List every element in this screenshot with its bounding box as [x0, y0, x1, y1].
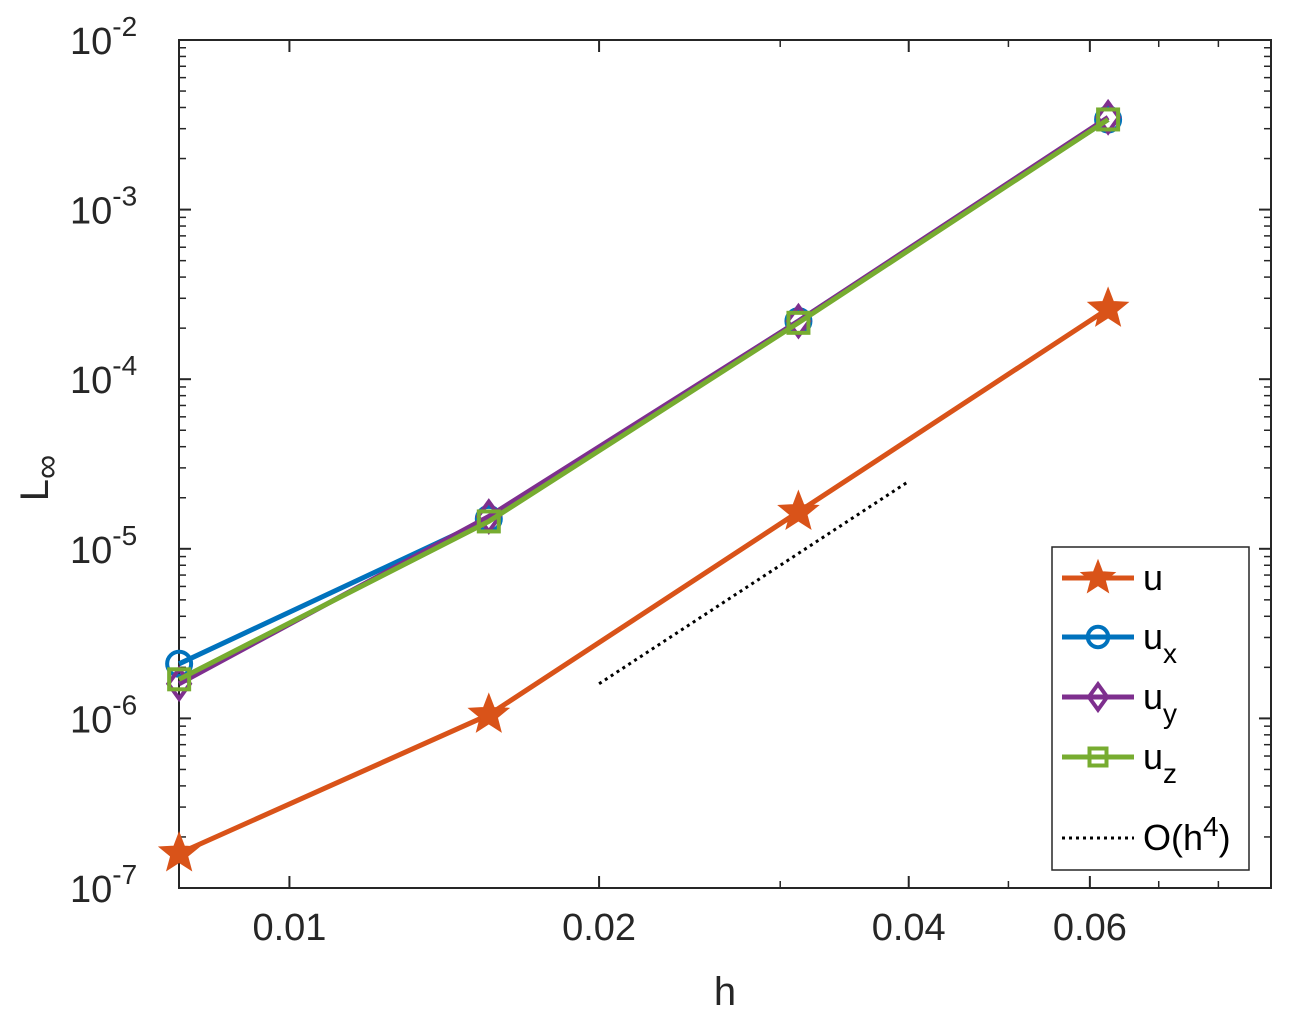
star-marker — [157, 831, 201, 872]
circle-marker — [165, 649, 194, 678]
x-axis-label: h — [714, 970, 736, 1014]
square-marker — [786, 310, 811, 335]
y-tick-label-exp: -6 — [112, 689, 137, 720]
y-tick-label-base: 10 — [70, 530, 112, 572]
legend-label-main: u — [1143, 676, 1163, 717]
series-line — [178, 306, 1110, 856]
legend-item: uy — [1062, 676, 1177, 729]
y-tick-label-base: 10 — [70, 699, 112, 741]
y-axis-label-sub: ∞ — [28, 455, 66, 479]
x-tick-label: 0.06 — [1053, 907, 1127, 949]
circle-marker — [1085, 624, 1111, 650]
y-tick-label-exp: -4 — [112, 350, 137, 381]
y-tick-label: 10-5 — [70, 520, 137, 572]
x-tick-label: 0.02 — [562, 907, 636, 949]
y-tick-label: 10-6 — [70, 689, 137, 741]
series-u — [157, 286, 1130, 872]
y-tick-label-exp: -2 — [112, 11, 137, 42]
legend-label-end: ) — [1219, 817, 1231, 858]
legend-label-sub: y — [1163, 698, 1177, 729]
legend-box — [1051, 546, 1250, 871]
y-tick-label: 10-2 — [70, 11, 137, 63]
legend-label: uz — [1143, 736, 1177, 789]
star-marker — [1079, 558, 1117, 594]
legend-label: ux — [1143, 616, 1177, 669]
y-axis-label-base: L — [13, 479, 57, 501]
reference-line-order4 — [598, 480, 910, 686]
legend-label-main: u — [1143, 736, 1163, 777]
series-layer — [157, 98, 1130, 872]
legend-label-sub: z — [1163, 758, 1177, 789]
legend-label: uy — [1143, 676, 1177, 729]
star-marker — [467, 692, 511, 733]
square-marker — [1087, 746, 1109, 768]
series-uz — [167, 107, 1121, 692]
x-tick-label: 0.01 — [252, 907, 326, 949]
y-tick-label-base: 10 — [70, 360, 112, 402]
axis-ticks — [179, 39, 1272, 889]
legend-label: O(h4) — [1143, 811, 1231, 858]
diamond-marker — [1086, 680, 1110, 714]
legend-item: uz — [1062, 736, 1177, 789]
y-tick-label-base: 10 — [70, 21, 112, 63]
y-tick-label: 10-3 — [70, 181, 137, 233]
series-line — [177, 117, 1110, 682]
reference-line-layer — [598, 480, 910, 686]
y-tick-label-exp: -7 — [112, 859, 137, 890]
legend-item-reference: O(h4) — [1062, 811, 1231, 858]
y-tick-label-base: 10 — [70, 869, 112, 911]
legend-label-sup: 4 — [1203, 811, 1219, 842]
square-marker — [167, 667, 192, 692]
legend-label-sub: x — [1163, 638, 1177, 669]
x-tick-label: 0.04 — [872, 907, 946, 949]
star-marker — [1086, 286, 1130, 327]
y-tick-label-exp: -3 — [112, 181, 137, 212]
legend-label: u — [1143, 557, 1163, 598]
legend-label-main: u — [1143, 616, 1163, 657]
legend-label-main: O(h — [1143, 817, 1203, 858]
diamond-marker — [165, 665, 193, 703]
svg-text:L∞: L∞ — [13, 455, 66, 502]
legend-label-main: u — [1143, 557, 1163, 598]
y-tick-label-exp: -5 — [112, 520, 137, 551]
y-tick-label: 10-4 — [70, 350, 137, 402]
star-marker — [777, 489, 820, 531]
square-marker — [1096, 107, 1121, 132]
y-tick-label: 10-7 — [70, 859, 137, 911]
legend-item: ux — [1062, 616, 1177, 669]
diamond-marker — [1094, 98, 1122, 136]
square-marker — [476, 509, 501, 534]
y-axis-label: L∞ — [13, 455, 66, 502]
legend-item: u — [1062, 557, 1163, 598]
y-tick-label-base: 10 — [70, 191, 112, 233]
